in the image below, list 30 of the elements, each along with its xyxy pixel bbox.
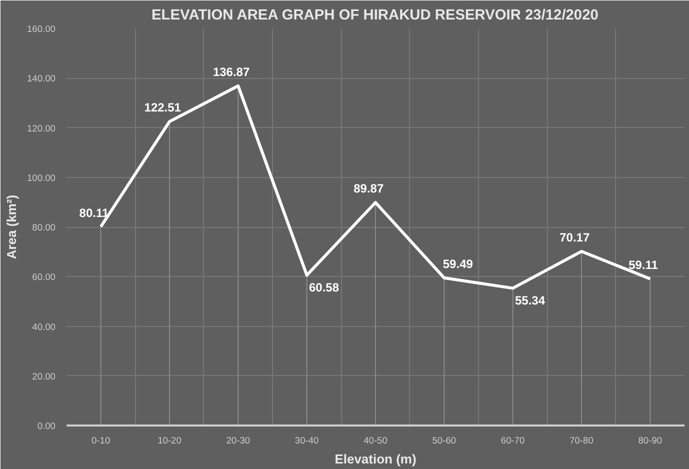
data-label: 80.11 [79, 206, 109, 220]
x-tick-label: 50-60 [432, 436, 456, 446]
x-tick-label: 30-40 [294, 436, 319, 446]
x-axis-title: Elevation (m) [334, 452, 416, 466]
data-label: 136.87 [212, 64, 250, 79]
chart-title: ELEVATION AREA GRAPH OF HIRAKUD RESERVOIR 23/12/2020 [152, 8, 598, 24]
data-label: 89.87 [354, 182, 384, 196]
y-tick-label: 140.00 [26, 74, 56, 84]
y-tick-label: 100.00 [26, 172, 56, 183]
x-tick-label: 20-30 [226, 436, 250, 446]
x-tick-label: 40-50 [364, 436, 388, 446]
y-axis-title: Area (km²) [4, 194, 19, 260]
x-tick-label: 10-20 [158, 436, 182, 446]
y-tick-label: 0.00 [37, 421, 56, 431]
data-label: 60.58 [308, 280, 340, 295]
y-tick-label: 80.00 [32, 222, 56, 232]
data-label: 55.34 [514, 294, 546, 308]
x-tick-label: 0-10 [92, 436, 110, 446]
data-label: 70.17 [560, 230, 590, 244]
y-tick-label: 120.00 [26, 123, 56, 134]
data-label: 59.11 [628, 258, 658, 272]
data-label: 59.49 [442, 256, 474, 271]
y-tick-label: 40.00 [32, 322, 56, 332]
y-tick-label: 60.00 [32, 272, 56, 282]
data-label: 122.51 [144, 100, 182, 115]
x-tick-label: 60-70 [500, 436, 525, 446]
y-tick-label: 160.00 [26, 24, 56, 34]
x-tick-label: 80-90 [638, 436, 662, 446]
x-tick-label: 70-80 [570, 436, 594, 446]
y-tick-label: 20.00 [32, 371, 56, 382]
